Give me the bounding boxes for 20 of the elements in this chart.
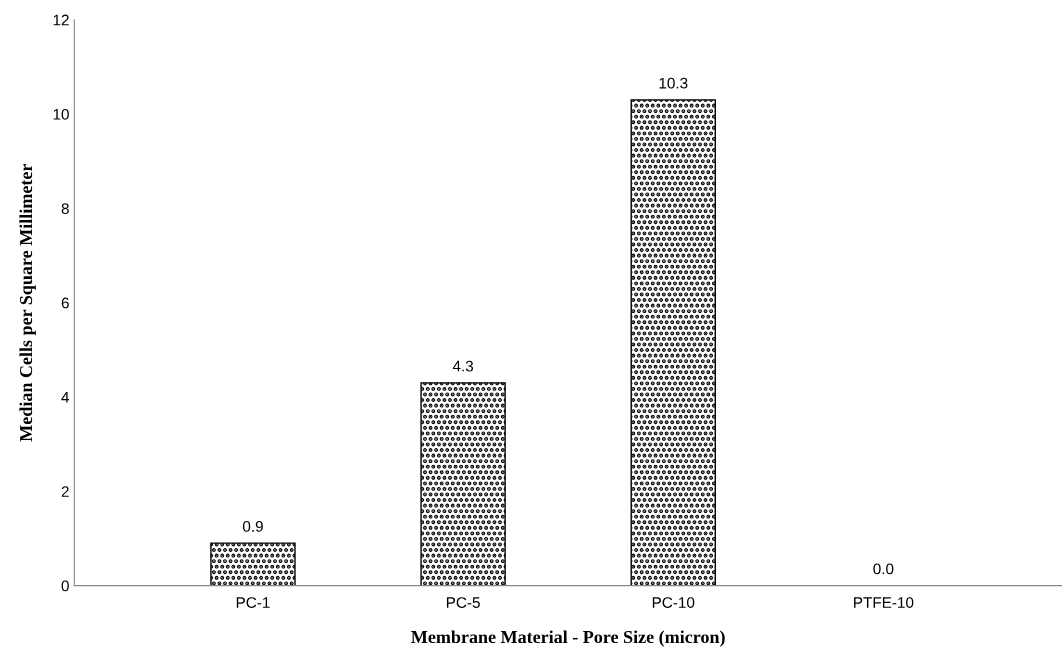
x-axis-title: Membrane Material - Pore Size (micron) xyxy=(411,630,725,647)
data-label: 0.0 xyxy=(873,563,894,575)
y-tick-label: 10 xyxy=(53,108,69,120)
data-label: 4.3 xyxy=(452,360,474,372)
data-label: 10.3 xyxy=(659,77,688,89)
bar xyxy=(420,382,506,586)
y-tick-label: 0 xyxy=(61,580,69,592)
y-tick-label: 8 xyxy=(61,203,69,215)
x-tick-label: PC-1 xyxy=(236,597,270,608)
y-tick-label: 2 xyxy=(61,486,69,497)
bar xyxy=(630,99,716,586)
data-label: 0.9 xyxy=(242,521,263,532)
y-axis-title: Median Cells per Square Millimeter xyxy=(19,163,36,442)
y-tick-label: 12 xyxy=(53,14,69,26)
y-tick-label: 6 xyxy=(61,297,69,309)
x-tick-label: PC-10 xyxy=(652,597,695,608)
x-tick-label: PC-5 xyxy=(446,597,480,608)
y-tick-label: 4 xyxy=(61,392,70,403)
bar xyxy=(210,542,296,586)
x-tick-label: PTFE-10 xyxy=(854,597,914,608)
